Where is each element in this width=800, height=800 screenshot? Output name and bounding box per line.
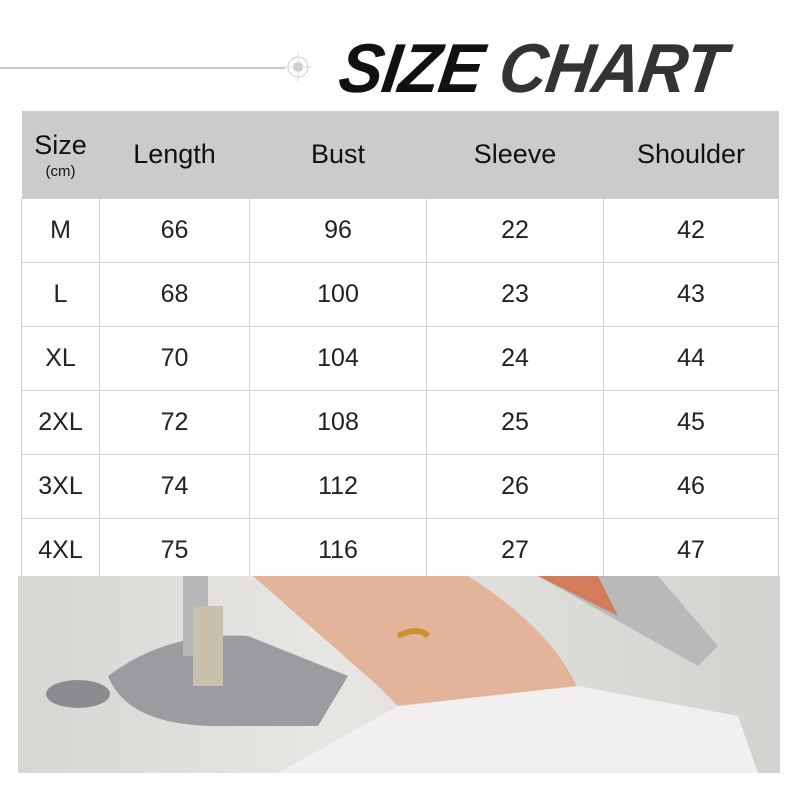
table-cell: 26 <box>426 454 604 519</box>
table-cell: 43 <box>603 262 779 327</box>
table-cell: 66 <box>99 198 250 263</box>
table-cell: 75 <box>99 518 250 583</box>
table-cell: L <box>21 262 100 327</box>
table-cell: 68 <box>99 262 250 327</box>
header-bust: Bust <box>249 111 427 199</box>
table-cell: 45 <box>603 390 779 455</box>
table-row: L 68 100 23 43 <box>21 262 779 327</box>
table-cell: 4XL <box>21 518 100 583</box>
table-cell: 46 <box>603 454 779 519</box>
header-sleeve: Sleeve <box>426 111 604 199</box>
header-size: Size (cm) <box>21 111 100 199</box>
table-row: 4XL 75 116 27 47 <box>21 518 779 583</box>
table-header: Size (cm) Length Bust Sleeve Shoulder <box>21 111 779 199</box>
table-cell: 72 <box>99 390 250 455</box>
header-shoulder: Shoulder <box>603 111 779 199</box>
table-cell: 42 <box>603 198 779 263</box>
decorative-line <box>0 67 285 69</box>
table-cell: 24 <box>426 326 604 391</box>
table-cell: 27 <box>426 518 604 583</box>
table-cell: 44 <box>603 326 779 391</box>
header-length: Length <box>99 111 250 199</box>
table-cell: XL <box>21 326 100 391</box>
table-cell: 116 <box>249 518 427 583</box>
table-cell: 96 <box>249 198 427 263</box>
table-cell: 100 <box>249 262 427 327</box>
table-cell: 47 <box>603 518 779 583</box>
table-row: XL 70 104 24 44 <box>21 326 779 391</box>
crosshair-icon <box>283 52 313 82</box>
table-cell: M <box>21 198 100 263</box>
table-cell: 3XL <box>21 454 100 519</box>
table-cell: 70 <box>99 326 250 391</box>
table-cell: 22 <box>426 198 604 263</box>
table-row: 3XL 74 112 26 46 <box>21 454 779 519</box>
table-cell: 25 <box>426 390 604 455</box>
table-cell: 108 <box>249 390 427 455</box>
page-title: SIZE CHART <box>334 29 731 107</box>
table-cell: 74 <box>99 454 250 519</box>
table-row: 2XL 72 108 25 45 <box>21 390 779 455</box>
table-cell: 104 <box>249 326 427 391</box>
table-cell: 23 <box>426 262 604 327</box>
size-table: Size (cm) Length Bust Sleeve Shoulder M 66… <box>21 111 779 583</box>
table-row: M 66 96 22 42 <box>21 198 779 263</box>
table-cell: 2XL <box>21 390 100 455</box>
table-cell: 112 <box>249 454 427 519</box>
sewing-photo <box>18 576 780 773</box>
